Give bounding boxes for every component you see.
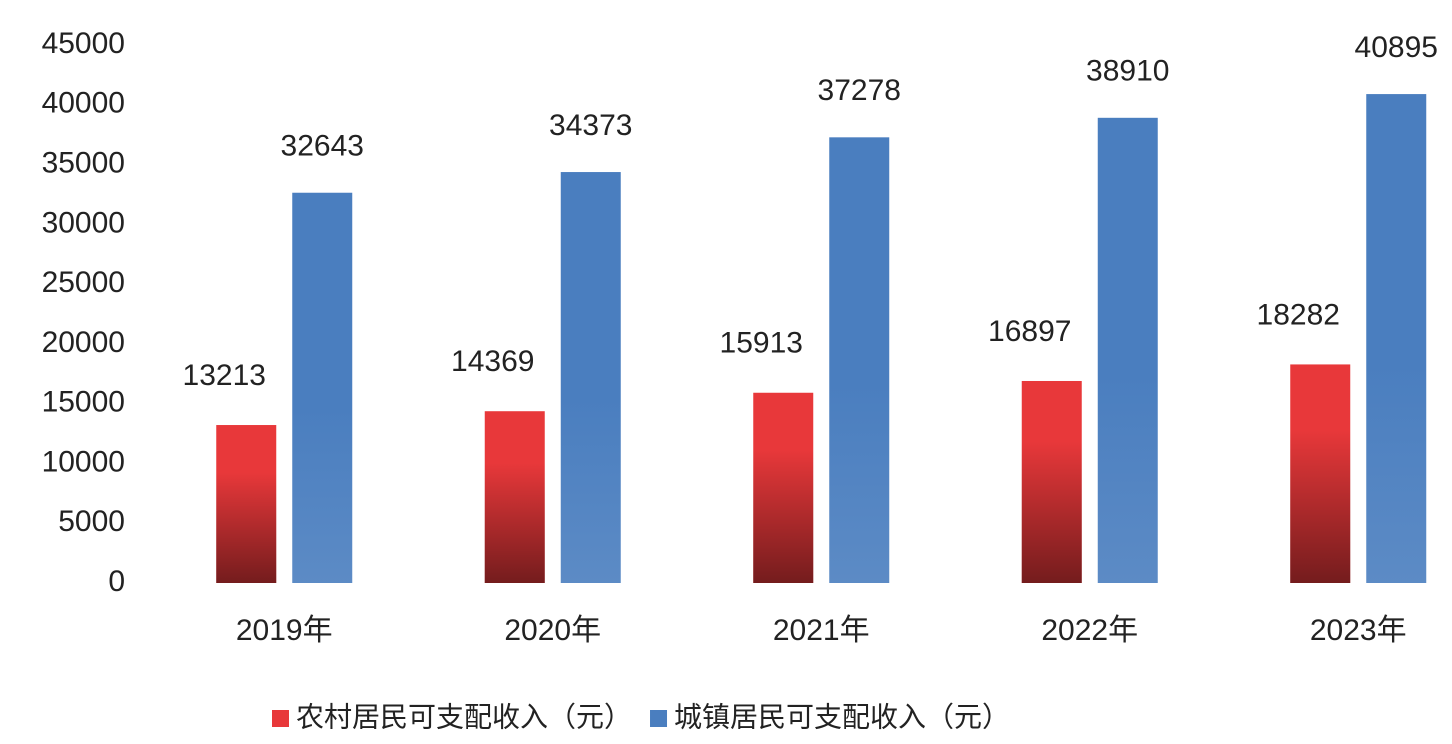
x-tick-label: 2022年 — [1041, 614, 1138, 647]
legend-swatch — [272, 710, 289, 727]
bar — [1290, 364, 1351, 583]
y-tick-label: 15000 — [42, 386, 125, 419]
bar — [292, 192, 353, 583]
bar — [1021, 380, 1082, 583]
legend-label: 农村居民可支配收入（元） — [296, 701, 632, 732]
value-label: 38910 — [1086, 55, 1169, 88]
value-label: 16897 — [988, 315, 1071, 348]
bar — [216, 425, 277, 583]
bar — [1097, 117, 1158, 584]
value-label: 14369 — [451, 345, 534, 378]
x-tick-label: 2023年 — [1310, 614, 1407, 647]
bar — [1366, 94, 1427, 584]
value-label: 37278 — [818, 74, 901, 107]
y-tick-label: 25000 — [42, 266, 125, 299]
legend-swatch — [650, 710, 668, 727]
legend: 农村居民可支配收入（元） 城镇居民可支配收入（元） — [272, 701, 1010, 732]
y-tick-label: 20000 — [42, 326, 125, 359]
value-label: 15913 — [720, 327, 803, 360]
bar — [753, 392, 814, 583]
bar — [829, 137, 890, 583]
y-tick-label: 30000 — [42, 206, 125, 239]
x-tick-label: 2021年 — [773, 614, 870, 647]
bar — [560, 172, 621, 583]
value-label: 40895 — [1355, 31, 1438, 64]
x-tick-label: 2019年 — [236, 614, 333, 647]
value-label: 34373 — [549, 109, 632, 142]
legend-label: 城镇居民可支配收入（元） — [674, 701, 1010, 732]
y-tick-label: 0 — [108, 565, 125, 598]
value-label: 13213 — [183, 359, 266, 392]
value-label: 32643 — [281, 130, 364, 163]
y-tick-label: 5000 — [58, 505, 125, 538]
x-tick-label: 2020年 — [504, 614, 601, 647]
value-label: 18282 — [1257, 298, 1340, 331]
y-tick-label: 45000 — [42, 27, 125, 60]
y-tick-label: 40000 — [42, 87, 125, 120]
y-tick-label: 10000 — [42, 445, 125, 478]
y-tick-label: 35000 — [42, 146, 125, 179]
bar — [484, 411, 545, 583]
